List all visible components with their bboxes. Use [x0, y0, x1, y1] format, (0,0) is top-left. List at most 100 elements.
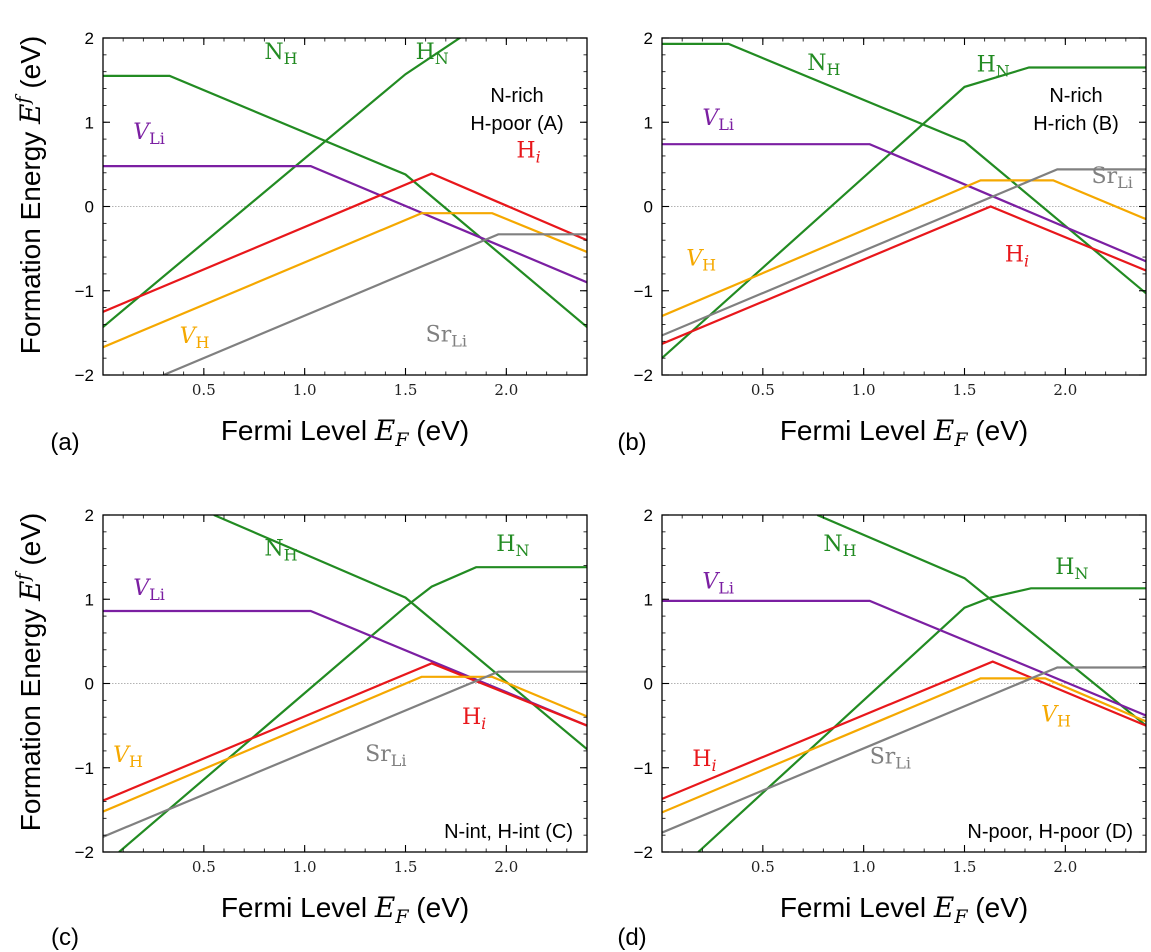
series-label-v-li: VLi: [133, 120, 165, 148]
series-lines: [662, 42, 1146, 359]
y-tick-label: 2: [644, 506, 653, 525]
y-tick-label: −2: [634, 843, 653, 862]
series-line-v-li: [103, 609, 587, 727]
series-line-h-i: [103, 662, 587, 802]
series-line-n-h: [816, 515, 1146, 727]
x-tick-label: 2.0: [494, 858, 518, 876]
series-line-v-li: [662, 143, 1146, 263]
series-line-n-h: [662, 42, 1146, 295]
x-tick-label: 2.0: [494, 381, 518, 399]
condition-annotation: N-poor, H-poor (D): [967, 821, 1133, 843]
y-tick-label: 0: [85, 198, 94, 217]
series-line-sr-li: [103, 670, 587, 838]
series-line-n-h: [103, 74, 587, 328]
panel-4: 0.5 1.0 1.5 2.0 −2 −1 0 1 2 Fermi Level EF (eV) (d…: [617, 506, 1147, 951]
x-tick-label: 1.5: [394, 858, 418, 876]
series-line-v-h: [103, 212, 587, 349]
series-line-h-n: [662, 66, 1146, 359]
x-tick-label: 0.5: [192, 858, 216, 876]
x-tick-label: 1.0: [293, 381, 317, 399]
series-label-v-li: VLi: [133, 576, 165, 604]
series-label-v-h: VH: [686, 246, 716, 274]
y-axis-label-top: Formation Energy Ef (eV): [12, 36, 47, 355]
x-tick-label: 2.0: [1053, 381, 1077, 399]
series-line-h-n: [103, 38, 462, 328]
panel-label: (b): [617, 429, 646, 456]
annotation-bg: [941, 819, 1136, 844]
y-tick-label: 1: [85, 113, 94, 132]
annotation-bg: [461, 111, 573, 136]
series-label-sr-li: SrLi: [365, 742, 406, 770]
x-axis-label: Fermi Level EF (eV): [221, 891, 469, 928]
series-line-sr-li: [662, 168, 1146, 337]
y-tick-label: 0: [644, 198, 653, 217]
series-lines: [103, 38, 587, 375]
series-line-v-h: [662, 677, 1146, 814]
y-axis-label-bottom: Formation Energy Ef (eV): [12, 513, 47, 832]
condition-annotation: H-poor (A): [470, 113, 563, 135]
x-tick-label: 1.5: [953, 381, 977, 399]
y-tick-label: 2: [85, 506, 94, 525]
y-tick-label: 0: [85, 675, 94, 694]
condition-annotation: N-rich: [490, 85, 543, 107]
condition-annotation: N-rich: [1049, 85, 1102, 107]
series-line-v-li: [662, 599, 1146, 717]
x-tick-label: 1.0: [852, 381, 876, 399]
series-line-h-i: [662, 205, 1146, 345]
x-tick-label: 1.5: [394, 381, 418, 399]
series-label-v-li: VLi: [702, 569, 734, 597]
series-label-n-h: NH: [264, 40, 297, 68]
panel-label: (a): [50, 429, 79, 456]
series-label-n-h: NH: [807, 51, 840, 79]
series-line-n-h: [213, 515, 587, 751]
x-axis-label: Fermi Level EF (eV): [780, 891, 1028, 928]
y-tick-label: 1: [644, 590, 653, 609]
series-line-v-h: [103, 675, 587, 813]
series-label-h-n: HN: [977, 53, 1010, 81]
annotation-bg: [1020, 111, 1132, 136]
panel-label: (c): [51, 924, 79, 951]
x-tick-label: 1.0: [852, 858, 876, 876]
x-tick-label: 2.0: [1053, 858, 1077, 876]
series-label-v-h: VH: [1041, 702, 1071, 730]
x-tick-label: 0.5: [192, 381, 216, 399]
condition-annotation: N-int, H-int (C): [444, 821, 573, 843]
series-label-h-n: HN: [496, 532, 529, 560]
x-tick-label: 1.5: [953, 858, 977, 876]
series-line-sr-li: [163, 233, 587, 375]
y-tick-label: 2: [85, 29, 94, 48]
annotation-bg: [482, 83, 552, 108]
series-lines: [662, 515, 1146, 852]
series-lines: [103, 515, 587, 852]
y-tick-label: 2: [644, 29, 653, 48]
x-axis-label: Fermi Level EF (eV): [780, 414, 1028, 451]
x-tick-label: 1.0: [293, 858, 317, 876]
series-line-v-li: [103, 165, 587, 284]
series-line-sr-li: [662, 666, 1146, 834]
y-tick-label: 1: [644, 113, 653, 132]
series-line-h-i: [662, 660, 1146, 800]
series-label-h-i: Hi: [692, 747, 716, 775]
y-tick-label: −1: [75, 282, 94, 301]
series-label-v-h: VH: [113, 743, 143, 771]
series-label-sr-li: SrLi: [870, 745, 911, 773]
series-label-h-i: Hi: [462, 705, 486, 733]
y-tick-label: −1: [634, 282, 653, 301]
series-line-h-n: [697, 587, 1146, 852]
series-label-sr-li: SrLi: [426, 322, 467, 350]
series-label-v-h: VH: [180, 324, 210, 352]
series-label-h-n: HN: [416, 40, 449, 68]
x-axis-label: Fermi Level EF (eV): [221, 414, 469, 451]
x-tick-label: 0.5: [751, 381, 775, 399]
series-label-n-h: NH: [264, 536, 297, 564]
series-line-v-h: [662, 179, 1146, 318]
series-line-h-n: [118, 566, 587, 852]
panel-label: (d): [617, 924, 646, 951]
y-tick-label: 0: [644, 675, 653, 694]
panel-3: 0.5 1.0 1.5 2.0 −2 −1 0 1 2 Fermi Level EF (eV) (c…: [51, 506, 588, 951]
panel-2: 0.5 1.0 1.5 2.0 −2 −1 0 1 2 Fermi Level EF (eV) (b…: [617, 29, 1147, 456]
series-label-h-i: Hi: [1005, 242, 1029, 270]
y-tick-label: −2: [634, 366, 653, 385]
y-tick-label: −1: [75, 759, 94, 778]
